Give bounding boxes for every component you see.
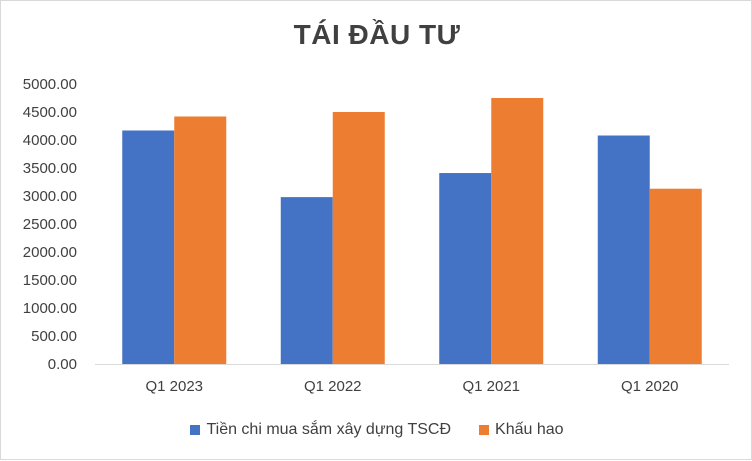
y-tick-label: 500.00 [31, 328, 77, 345]
y-tick-label: 5000.00 [23, 76, 77, 93]
y-tick-label: 3500.00 [23, 160, 77, 177]
legend-item-capex: Tiền chi mua sắm xây dựng TSCĐ [190, 421, 451, 439]
bar-capex [122, 130, 175, 364]
legend-swatch-capex [190, 425, 201, 435]
y-tick-label: 1500.00 [23, 272, 77, 289]
y-tick-label: 1000.00 [23, 300, 77, 317]
x-tick-label: Q1 2023 [145, 378, 203, 395]
y-tick-label: 2000.00 [23, 244, 77, 261]
bar-depreciation [332, 112, 385, 364]
bar-depreciation [174, 116, 227, 364]
bar-capex [439, 173, 492, 364]
bar-capex [280, 197, 333, 364]
y-tick-label: 2500.00 [23, 216, 77, 233]
x-tick-label: Q1 2020 [621, 378, 679, 395]
legend-label-capex: Tiền chi mua sắm xây dựng TSCĐ [206, 421, 452, 438]
bar-depreciation [491, 98, 544, 364]
chart-title: TÁI ĐẦU TƯ [293, 19, 461, 50]
legend-swatch-depreciation [479, 425, 490, 435]
bar-depreciation [649, 188, 702, 364]
bar-capex [597, 135, 650, 364]
x-tick-label: Q1 2022 [304, 378, 362, 395]
legend-item-depreciation: Khấu hao [479, 421, 564, 439]
legend-label-depreciation: Khấu hao [495, 421, 564, 438]
y-tick-label: 0.00 [48, 356, 77, 373]
y-tick-label: 4000.00 [23, 132, 77, 149]
y-tick-label: 3000.00 [23, 188, 77, 205]
y-tick-label: 4500.00 [23, 104, 77, 121]
x-tick-label: Q1 2021 [462, 378, 520, 395]
legend: Tiền chi mua sắm xây dựng TSCĐ Khấu hao [1, 421, 752, 439]
